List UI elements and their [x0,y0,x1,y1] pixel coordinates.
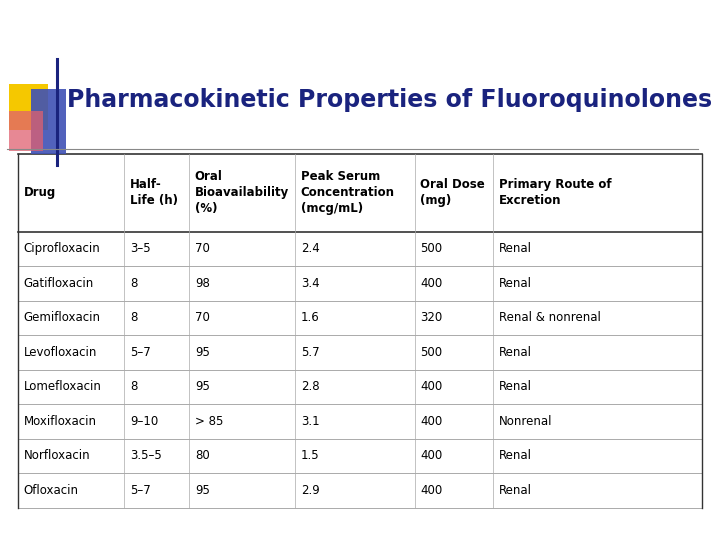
Text: 500: 500 [420,242,443,255]
Text: > 85: > 85 [194,415,223,428]
Bar [9,84,48,130]
Text: 3.5–5: 3.5–5 [130,449,161,462]
Text: 9–10: 9–10 [130,415,158,428]
Text: Moxifloxacin: Moxifloxacin [24,415,96,428]
Text: 5.7: 5.7 [301,346,320,359]
Text: 5–7: 5–7 [130,346,150,359]
Text: Lomefloxacin: Lomefloxacin [24,380,102,394]
Text: 3.1: 3.1 [301,415,320,428]
Text: Drug: Drug [24,186,56,199]
Text: 1.5: 1.5 [301,449,320,462]
Text: 8: 8 [130,277,137,290]
Text: Renal: Renal [499,346,532,359]
Text: Primary Route of
Excretion: Primary Route of Excretion [499,178,612,207]
Text: Ciprofloxacin: Ciprofloxacin [24,242,101,255]
Text: Renal: Renal [499,484,532,497]
Text: 2.9: 2.9 [301,484,320,497]
Text: Pharmacokinetic Properties of Fluoroquinolones: Pharmacokinetic Properties of Fluoroquin… [67,88,712,112]
Text: 98: 98 [194,277,210,290]
Text: Gatifloxacin: Gatifloxacin [24,277,94,290]
Text: Half-
Life (h): Half- Life (h) [130,178,178,207]
Text: Oral Dose
(mg): Oral Dose (mg) [420,178,485,207]
Text: 2.4: 2.4 [301,242,320,255]
Text: Renal: Renal [499,449,532,462]
Text: Ofloxacin: Ofloxacin [24,484,78,497]
Text: 400: 400 [420,484,443,497]
Text: 80: 80 [194,449,210,462]
Text: 95: 95 [194,484,210,497]
Text: Nonrenal: Nonrenal [499,415,553,428]
Text: 400: 400 [420,415,443,428]
Text: 70: 70 [194,312,210,325]
Text: 400: 400 [420,449,443,462]
Text: Renal: Renal [499,242,532,255]
Bar [9,111,43,151]
Bar [31,89,66,154]
Text: 400: 400 [420,277,443,290]
Text: 3.4: 3.4 [301,277,320,290]
Text: 3–5: 3–5 [130,242,150,255]
Text: 320: 320 [420,312,443,325]
Text: 8: 8 [130,312,137,325]
Text: Norfloxacin: Norfloxacin [24,449,91,462]
Text: Peak Serum
Concentration
(mcg/mL): Peak Serum Concentration (mcg/mL) [301,170,395,215]
Text: Renal & nonrenal: Renal & nonrenal [499,312,601,325]
Text: Renal: Renal [499,277,532,290]
Text: Levofloxacin: Levofloxacin [24,346,97,359]
Text: 400: 400 [420,380,443,394]
Text: 2.8: 2.8 [301,380,320,394]
Text: 500: 500 [420,346,443,359]
Text: Oral
Bioavailability
(%): Oral Bioavailability (%) [194,170,289,215]
Text: 1.6: 1.6 [301,312,320,325]
Text: Gemifloxacin: Gemifloxacin [24,312,101,325]
Text: 95: 95 [194,346,210,359]
Text: Renal: Renal [499,380,532,394]
Text: 8: 8 [130,380,137,394]
Text: 95: 95 [194,380,210,394]
Text: 5–7: 5–7 [130,484,150,497]
Text: 70: 70 [194,242,210,255]
